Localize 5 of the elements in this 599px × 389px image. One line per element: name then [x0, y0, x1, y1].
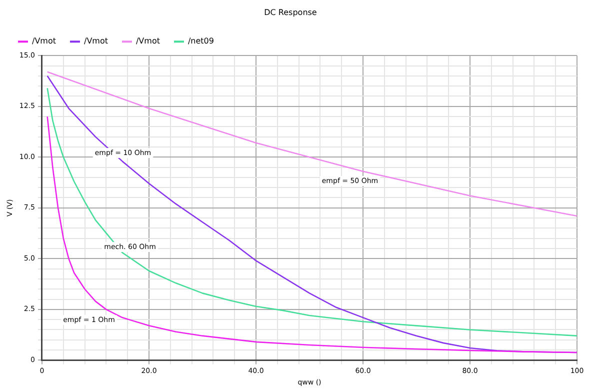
legend-label: /Vmot: [32, 36, 56, 46]
legend-label: /Vmot: [136, 36, 160, 46]
chart-title: DC Response: [264, 8, 317, 17]
legend-label: /Vmot: [84, 36, 108, 46]
legend-label: /net09: [188, 36, 214, 46]
